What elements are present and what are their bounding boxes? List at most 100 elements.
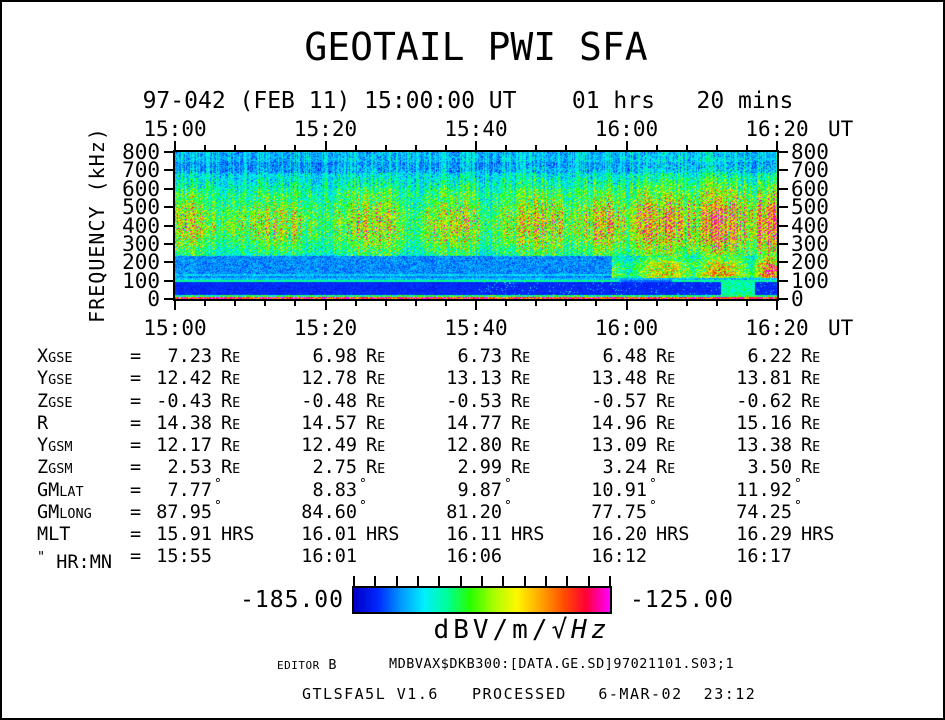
x-tick-top xyxy=(325,141,327,150)
top-axis-unit-label: UT xyxy=(828,117,854,141)
eph-GMLAT-value-0: 7.77 xyxy=(167,480,212,501)
eph-YGSM-unit-4: RE xyxy=(801,435,821,456)
eph-YGSM-value-2: 12.80 xyxy=(446,435,502,456)
x-tick-top xyxy=(746,145,748,150)
eph-equals-XGSE: = xyxy=(130,346,142,367)
eph-YGSE-unit-0: RE xyxy=(221,368,241,389)
eph-R-unit-2: RE xyxy=(511,413,531,434)
eph-ZGSE-unit-2: RE xyxy=(511,391,531,412)
eph-ZGSM-value-4: 3.50 xyxy=(747,457,792,478)
y-tick-right xyxy=(779,243,788,245)
y-tick-right xyxy=(779,225,788,227)
x-tick-bottom xyxy=(535,301,537,306)
eph-GMLONG-unit-0: ° xyxy=(214,499,222,514)
x-tick-top xyxy=(385,145,387,150)
eph-GMLONG-unit-3: ° xyxy=(649,499,657,514)
eph-label-MLT: MLT xyxy=(37,524,70,546)
x-tick-label-top-15:40: 15:40 xyxy=(444,117,508,141)
eph-ZGSM-unit-4: RE xyxy=(801,457,821,478)
eph-R-value-4: 15.16 xyxy=(736,413,792,434)
x-tick-bottom xyxy=(626,301,628,310)
eph-MLT-unit-0: HRS xyxy=(221,524,255,545)
eph-HRMN-value-4: 16:17 xyxy=(736,546,792,567)
eph-ZGSE-value-2: -0.53 xyxy=(446,391,502,412)
y-tick-right xyxy=(779,298,788,300)
x-tick-label-bottom-16:20: 16:20 xyxy=(745,316,809,340)
eph-label-main: Y xyxy=(37,368,49,389)
y-tick-label-left-500: 500 xyxy=(122,195,160,219)
eph-YGSM-value-1: 12.49 xyxy=(301,435,357,456)
eph-MLT-value-1: 16.01 xyxy=(301,524,357,545)
x-tick-top xyxy=(595,145,597,150)
eph-MLT-unit-3: HRS xyxy=(656,524,690,545)
x-tick-top xyxy=(535,145,537,150)
eph-label-GMLONG: GMLONG xyxy=(37,502,92,525)
eph-MLT-value-2: 16.11 xyxy=(446,524,502,545)
eph-label-main: X xyxy=(37,346,49,367)
editor-rest-text: B xyxy=(319,657,338,673)
eph-GMLONG-value-1: 84.60 xyxy=(301,502,357,523)
eph-YGSM-value-4: 13.38 xyxy=(736,435,792,456)
spectrogram-canvas xyxy=(175,152,777,299)
eph-label-prefix: " xyxy=(37,549,46,565)
colorbar-min-label: -185.00 xyxy=(240,587,344,613)
y-tick-label-left-100: 100 xyxy=(122,269,160,293)
eph-label-ZGSE: ZGSE xyxy=(37,391,73,414)
eph-label-sub: GSE xyxy=(48,350,73,366)
eph-label-sub: GSM xyxy=(48,439,73,455)
x-tick-top xyxy=(626,141,628,150)
eph-YGSE-value-2: 13.13 xyxy=(446,368,502,389)
eph-HRMN-value-0: 15:55 xyxy=(156,546,212,567)
eph-label-YGSM: YGSM xyxy=(37,435,73,458)
eph-YGSE-value-4: 13.81 xyxy=(736,368,792,389)
eph-HRMN-value-2: 16:06 xyxy=(446,546,502,567)
colorbar-tick xyxy=(566,576,568,586)
eph-MLT-unit-1: HRS xyxy=(366,524,400,545)
eph-ZGSM-value-0: 2.53 xyxy=(167,457,212,478)
eph-label-YGSE: YGSE xyxy=(37,368,73,391)
x-tick-bottom xyxy=(716,301,718,306)
y-tick-left xyxy=(164,243,173,245)
x-tick-top xyxy=(686,145,688,150)
eph-equals-ZGSM: = xyxy=(130,457,142,478)
y-tick-right xyxy=(779,261,788,263)
eph-ZGSE-unit-3: RE xyxy=(656,391,676,412)
y-tick-left xyxy=(164,188,173,190)
x-tick-bottom xyxy=(385,301,387,306)
eph-label-ZGSM: ZGSM xyxy=(37,457,73,480)
x-tick-bottom xyxy=(264,301,266,306)
eph-R-unit-0: RE xyxy=(221,413,241,434)
y-tick-label-left-700: 700 xyxy=(122,158,160,182)
editor-small-text: EDITOR xyxy=(277,659,320,672)
y-tick-label-left-300: 300 xyxy=(122,232,160,256)
colorbar-tick xyxy=(609,576,611,586)
eph-label-main: Z xyxy=(37,457,49,478)
x-tick-bottom xyxy=(776,301,778,310)
eph-equals-GMLONG: = xyxy=(130,502,142,523)
eph-label-R: R xyxy=(37,413,48,435)
colorbar-tick xyxy=(588,576,590,586)
x-tick-top xyxy=(445,145,447,150)
eph-ZGSE-value-4: -0.62 xyxy=(736,391,792,412)
eph-R-value-2: 14.77 xyxy=(446,413,502,434)
processed-timestamp-label: PROCESSED 6-MAR-02 23:12 xyxy=(472,685,757,703)
eph-YGSM-unit-0: RE xyxy=(221,435,241,456)
eph-label-sub: GSE xyxy=(48,395,73,411)
x-tick-label-top-15:00: 15:00 xyxy=(143,117,207,141)
eph-XGSE-value-4: 6.22 xyxy=(747,346,792,367)
colorbar-max-label: -125.00 xyxy=(630,587,734,613)
x-tick-top xyxy=(415,145,417,150)
eph-YGSE-unit-1: RE xyxy=(366,368,386,389)
eph-ZGSE-unit-4: RE xyxy=(801,391,821,412)
y-tick-left xyxy=(164,261,173,263)
eph-R-unit-3: RE xyxy=(656,413,676,434)
eph-equals-YGSE: = xyxy=(130,368,142,389)
eph-label-sub: GSM xyxy=(48,461,73,477)
eph-MLT-unit-4: HRS xyxy=(801,524,835,545)
eph-ZGSE-value-0: -0.43 xyxy=(156,391,212,412)
y-tick-left xyxy=(164,151,173,153)
x-tick-bottom xyxy=(565,301,567,306)
eph-YGSE-value-0: 12.42 xyxy=(156,368,212,389)
eph-ZGSE-unit-1: RE xyxy=(366,391,386,412)
eph-label-GMLAT: GMLAT xyxy=(37,480,84,503)
